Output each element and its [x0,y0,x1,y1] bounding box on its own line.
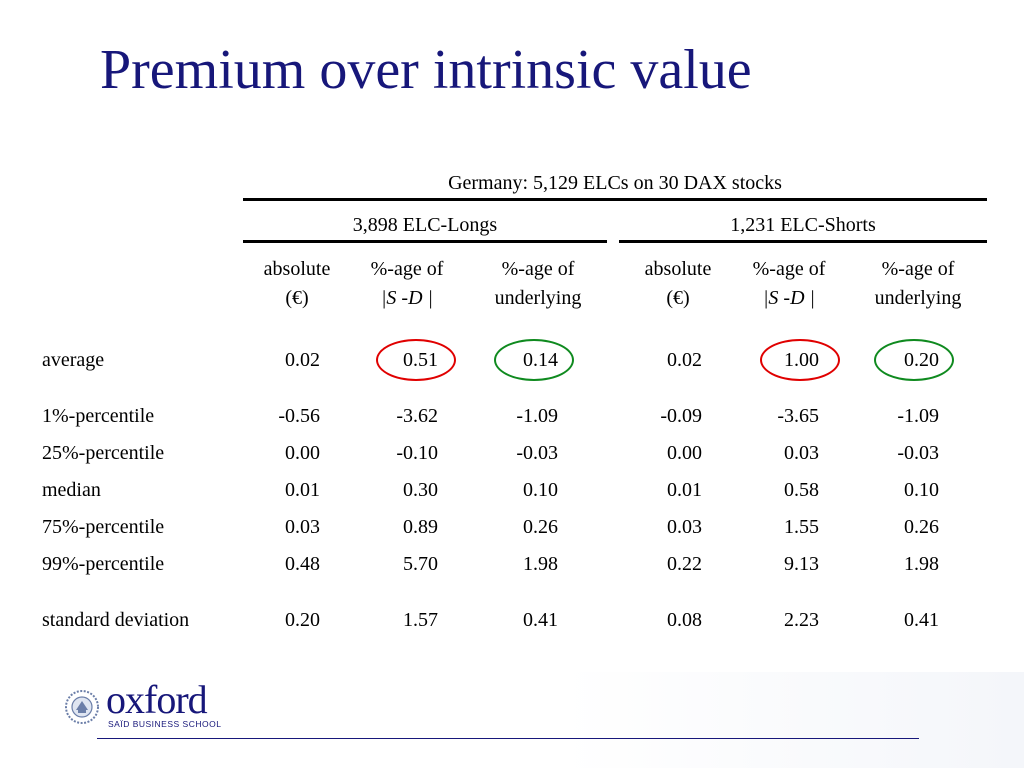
col-head: %-age of |S -D | [370,258,444,309]
cell: 0.48 [285,553,320,575]
row-label: 99%-percentile [42,553,165,575]
col-head: absolute (€) [644,258,712,309]
cell: 0.00 [667,442,702,464]
row-label: 1%-percentile [42,405,155,427]
cell: 1.57 [403,609,438,631]
highlight-ring-short-pct-sd [760,339,840,381]
cell: 0.20 [904,349,939,371]
col-head: %-age of |S -D | [752,258,826,309]
cell: 0.58 [784,479,819,501]
slide-title: Premium over intrinsic value [100,39,752,101]
cell: 0.26 [523,516,558,538]
group-header-short: 1,231 ELC-Shorts [730,214,876,236]
highlight-ring-long-pct-underlying [494,339,574,381]
cell: 0.41 [523,609,558,631]
university-crest-icon [65,690,99,724]
cell: 0.14 [523,349,558,371]
cell: -0.03 [516,442,558,464]
cell: 0.03 [667,516,702,538]
cell: 0.26 [904,516,939,538]
row-label: standard deviation [42,609,190,631]
school-name: SAÏD BUSINESS SCHOOL [108,719,222,729]
cell: 2.23 [784,609,819,631]
col-head: %-age of underlying [874,258,962,309]
group-rule-short [619,240,987,243]
cell: -1.09 [897,405,939,427]
cell: 0.20 [285,609,320,631]
cell: -3.65 [777,405,819,427]
cell: 0.03 [285,516,320,538]
group-header-long: 3,898 ELC-Longs [352,214,498,236]
cell: -1.09 [516,405,558,427]
cell: 0.02 [667,349,702,371]
group-rule-long [243,240,607,243]
cell: 0.22 [667,553,702,575]
oxford-wordmark: oxford [106,677,208,722]
cell: -0.56 [278,405,320,427]
highlight-ring-short-pct-underlying [874,339,954,381]
table-caption: Germany: 5,129 ELCs on 30 DAX stocks [448,172,782,194]
cell: -3.62 [396,405,438,427]
cell: 0.30 [403,479,438,501]
cell: -0.09 [660,405,702,427]
cell: 0.01 [667,479,702,501]
cell: -0.03 [897,442,939,464]
cell: 9.13 [784,553,819,575]
cell: 0.10 [523,479,558,501]
row-label: 25%-percentile [42,442,165,464]
footer-rule [97,738,919,739]
col-head: %-age of underlying [494,258,582,309]
cell: 0.10 [904,479,939,501]
highlight-ring-long-pct-sd [376,339,456,381]
cell: 1.98 [523,553,558,575]
cell: 0.03 [784,442,819,464]
cell: 1.98 [904,553,939,575]
cell: -0.10 [396,442,438,464]
caption-rule [243,198,987,201]
cell: 0.00 [285,442,320,464]
cell: 5.70 [403,553,438,575]
cell: 1.00 [784,349,819,371]
footer-band [0,672,1024,768]
col-head: absolute (€) [263,258,331,309]
cell: 0.01 [285,479,320,501]
cell: 1.55 [784,516,819,538]
cell: 0.02 [285,349,320,371]
row-label: 75%-percentile [42,516,165,538]
row-label: median [42,479,101,501]
cell: 0.41 [904,609,939,631]
cell: 0.08 [667,609,702,631]
cell: 0.89 [403,516,438,538]
row-label: average [42,349,105,371]
cell: 0.51 [403,349,438,371]
